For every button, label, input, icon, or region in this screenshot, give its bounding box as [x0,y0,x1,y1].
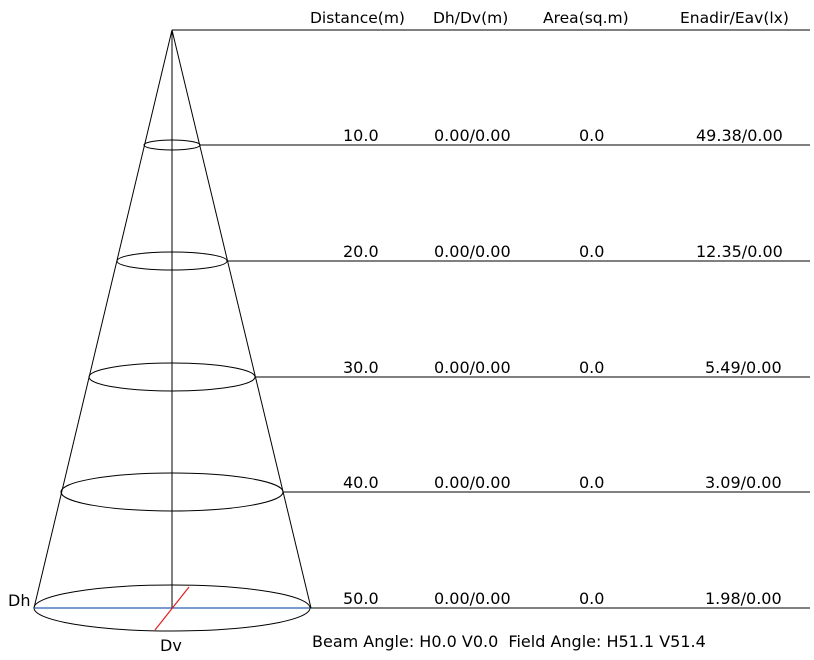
row-5-area: 0.0 [579,589,604,608]
header-distance: Distance(m) [310,9,405,27]
dv-axis-line [154,586,190,631]
beam-field-angle-footer: Beam Angle: H0.0 V0.0 Field Angle: H51.1… [312,632,706,651]
row-1-area: 0.0 [579,126,604,145]
row-3-dh-dv: 0.00/0.00 [434,358,511,377]
row-2-dh-dv: 0.00/0.00 [434,242,511,261]
row-4-dh-dv: 0.00/0.00 [434,473,511,492]
header-dh-dv: Dh/Dv(m) [433,9,508,27]
row-3-area: 0.0 [579,358,604,377]
row-5-dh-dv: 0.00/0.00 [434,589,511,608]
row-1-illuminance: 49.38/0.00 [696,126,783,145]
row-4-distance: 40.0 [343,473,379,492]
dh-label: Dh [8,591,30,610]
cone-right-edge [171,29,312,609]
header-illuminance: Enadir/Eav(lx) [680,9,789,27]
dv-label: Dv [160,636,182,655]
row-3-distance: 30.0 [343,358,379,377]
row-1-distance: 10.0 [343,126,379,145]
row-5-illuminance: 1.98/0.00 [705,589,782,608]
header-area: Area(sq.m) [543,9,629,27]
row-2-distance: 20.0 [343,242,379,261]
cone-left-edge [33,29,173,609]
row-2-illuminance: 12.35/0.00 [696,242,783,261]
row-5-distance: 50.0 [343,589,379,608]
row-2-area: 0.0 [579,242,604,261]
row-4-illuminance: 3.09/0.00 [705,473,782,492]
row-1-dh-dv: 0.00/0.00 [434,126,511,145]
row-3-illuminance: 5.49/0.00 [705,358,782,377]
row-4-area: 0.0 [579,473,604,492]
